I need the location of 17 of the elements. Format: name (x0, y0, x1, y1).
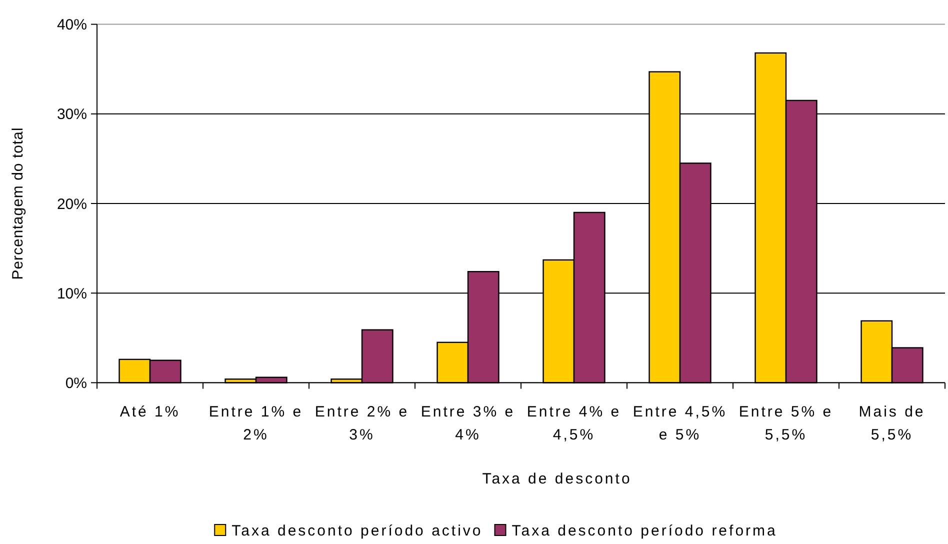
y-tick-label: 10% (56, 285, 87, 302)
y-axis-title: Percentagem do total (9, 127, 26, 280)
x-tick-label: Entre 5% e 5,5% (738, 403, 834, 444)
y-tick-label: 20% (56, 196, 87, 213)
x-tick-label: Entre 2% e 3% (314, 403, 410, 444)
legend-label: Taxa desconto período reforma (512, 522, 778, 540)
x-tick-label: Mais de 5,5% (858, 403, 926, 444)
y-tick-label: 30% (56, 106, 87, 124)
legend-label: Taxa desconto período activo (232, 522, 483, 540)
x-tick-label: Até 1% (120, 403, 180, 420)
x-axis-title: Taxa de desconto (482, 470, 632, 488)
x-tick-label: Entre 1% e 2% (208, 403, 304, 444)
x-tick-label: Entre 4% e 4,5% (526, 403, 622, 444)
y-tick-label: 0% (65, 374, 87, 392)
x-tick-label: Entre 4,5% e 5% (632, 403, 728, 444)
y-tick-label: 40% (56, 16, 87, 34)
x-tick-label: Entre 3% e 4% (420, 403, 516, 444)
